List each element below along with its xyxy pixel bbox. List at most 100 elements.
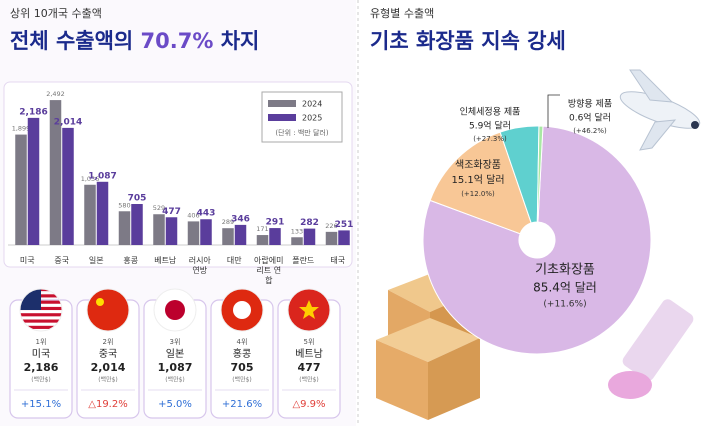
- x-tick-label: 대만: [226, 256, 242, 265]
- card-unit: (백만$): [232, 376, 252, 384]
- bar: [96, 181, 109, 245]
- bar: [27, 117, 40, 245]
- x-tick-label: 태국: [330, 256, 346, 265]
- leader-line: [547, 94, 560, 128]
- value-label: 2,186: [19, 107, 47, 117]
- slice-label: 기초화장품: [535, 263, 595, 278]
- bar: [153, 214, 165, 245]
- x-tick-label: 일본: [88, 256, 104, 265]
- flag-ring: [153, 288, 197, 332]
- value-label: 705: [128, 194, 147, 204]
- bar: [338, 230, 350, 245]
- legend-swatch: [268, 114, 296, 121]
- value-label: 443: [197, 209, 216, 219]
- card-unit: (백만$): [299, 376, 319, 384]
- card-value: 1,087: [158, 361, 193, 374]
- card-growth: △19.2%: [88, 399, 127, 410]
- slice-growth: (+46.2%): [573, 127, 607, 135]
- x-tick-label: 러시아 연방: [188, 256, 211, 275]
- card-country: 일본: [166, 348, 184, 360]
- pie-slice: [536, 125, 544, 223]
- bar: [222, 228, 234, 245]
- card-growth: +15.1%: [21, 399, 61, 410]
- card-growth: +5.0%: [158, 399, 192, 410]
- kicker: 유형별 수출액: [370, 7, 434, 20]
- flag-ring: [287, 288, 331, 332]
- flag-stripe: [20, 319, 62, 323]
- slice-value: 15.1억 달러: [451, 174, 504, 186]
- title-part: 차지: [213, 29, 259, 53]
- bar: [165, 217, 178, 245]
- slice-value: 85.4억 달러: [533, 281, 597, 295]
- card-unit: (백만$): [31, 376, 51, 384]
- boxes-icon: [376, 270, 480, 420]
- flag-star: [299, 300, 319, 319]
- slice-label: 색조화장품: [455, 159, 501, 171]
- flag-ring: [86, 288, 130, 332]
- legend-label: 2024: [302, 100, 322, 109]
- flag: [288, 289, 330, 331]
- bar: [269, 228, 281, 245]
- card-value: 2,014: [91, 361, 126, 374]
- card-unit: (백만$): [165, 376, 185, 384]
- value-label: 251: [335, 220, 354, 230]
- value-label: 477: [162, 207, 181, 217]
- card-country: 베트남: [295, 348, 323, 360]
- value-label: 2,014: [54, 117, 82, 127]
- pie-slice: [429, 131, 532, 235]
- x-tick-label: 아랍에미리트 연합: [254, 256, 284, 285]
- value-label: 1,087: [88, 171, 116, 181]
- value-label: 289: [222, 218, 234, 226]
- value-label: 529: [153, 204, 165, 212]
- card-country: 미국: [32, 348, 50, 360]
- flag-ring: [19, 288, 63, 332]
- slice-growth: (+12.0%): [461, 190, 495, 198]
- slice-value: 5.9억 달러: [469, 120, 511, 132]
- bar: [49, 100, 62, 245]
- bar: [118, 211, 131, 245]
- legend-label: 2025: [302, 114, 322, 123]
- flag: [221, 289, 263, 331]
- value-label: 171: [256, 225, 268, 233]
- bar: [234, 224, 247, 245]
- slice-value: 0.6억 달러: [569, 112, 611, 124]
- flag: [154, 289, 196, 331]
- airplane-icon: [619, 69, 701, 151]
- card-rank: 1위: [36, 338, 47, 346]
- title: 기초 화장품 지속 강세: [370, 29, 566, 53]
- bar: [303, 228, 316, 245]
- value-label: 406: [187, 211, 199, 219]
- card-value: 477: [298, 361, 321, 374]
- bar: [84, 184, 96, 245]
- card-value: 2,186: [24, 361, 59, 374]
- value-label: 291: [266, 218, 285, 228]
- x-tick-label: 홍콩: [123, 256, 139, 265]
- flag-ring: [220, 288, 264, 332]
- unit-note: (단위 : 백만 달러): [275, 128, 328, 137]
- card-rank: 5위: [304, 338, 315, 346]
- flag-stripe: [20, 313, 62, 317]
- value-label: 2,492: [46, 90, 65, 98]
- x-tick-label: 미국: [19, 256, 35, 265]
- value-label: 226: [325, 222, 337, 230]
- card-unit: (백만$): [98, 376, 118, 384]
- title: 전체 수출액의 70.7% 차지: [10, 29, 259, 53]
- value-label: 580: [118, 201, 130, 209]
- bar: [200, 219, 212, 245]
- x-tick-label: 베트남: [154, 256, 177, 265]
- flag-disc: [165, 300, 185, 320]
- title-part: 70.7%: [141, 29, 214, 53]
- kicker: 상위 10개국 수출액: [10, 7, 102, 20]
- x-tick-label: 중국: [54, 256, 70, 265]
- value-label: 133: [291, 227, 303, 235]
- flag-stripe: [20, 325, 62, 329]
- slice-label: 인체세정용 제품: [460, 107, 521, 118]
- pie-slice: [422, 125, 652, 355]
- tube-icon: [608, 299, 694, 399]
- flag: [20, 289, 62, 329]
- bar: [131, 204, 143, 245]
- slice-label: 방향용 제품: [568, 98, 612, 110]
- bar: [62, 127, 74, 245]
